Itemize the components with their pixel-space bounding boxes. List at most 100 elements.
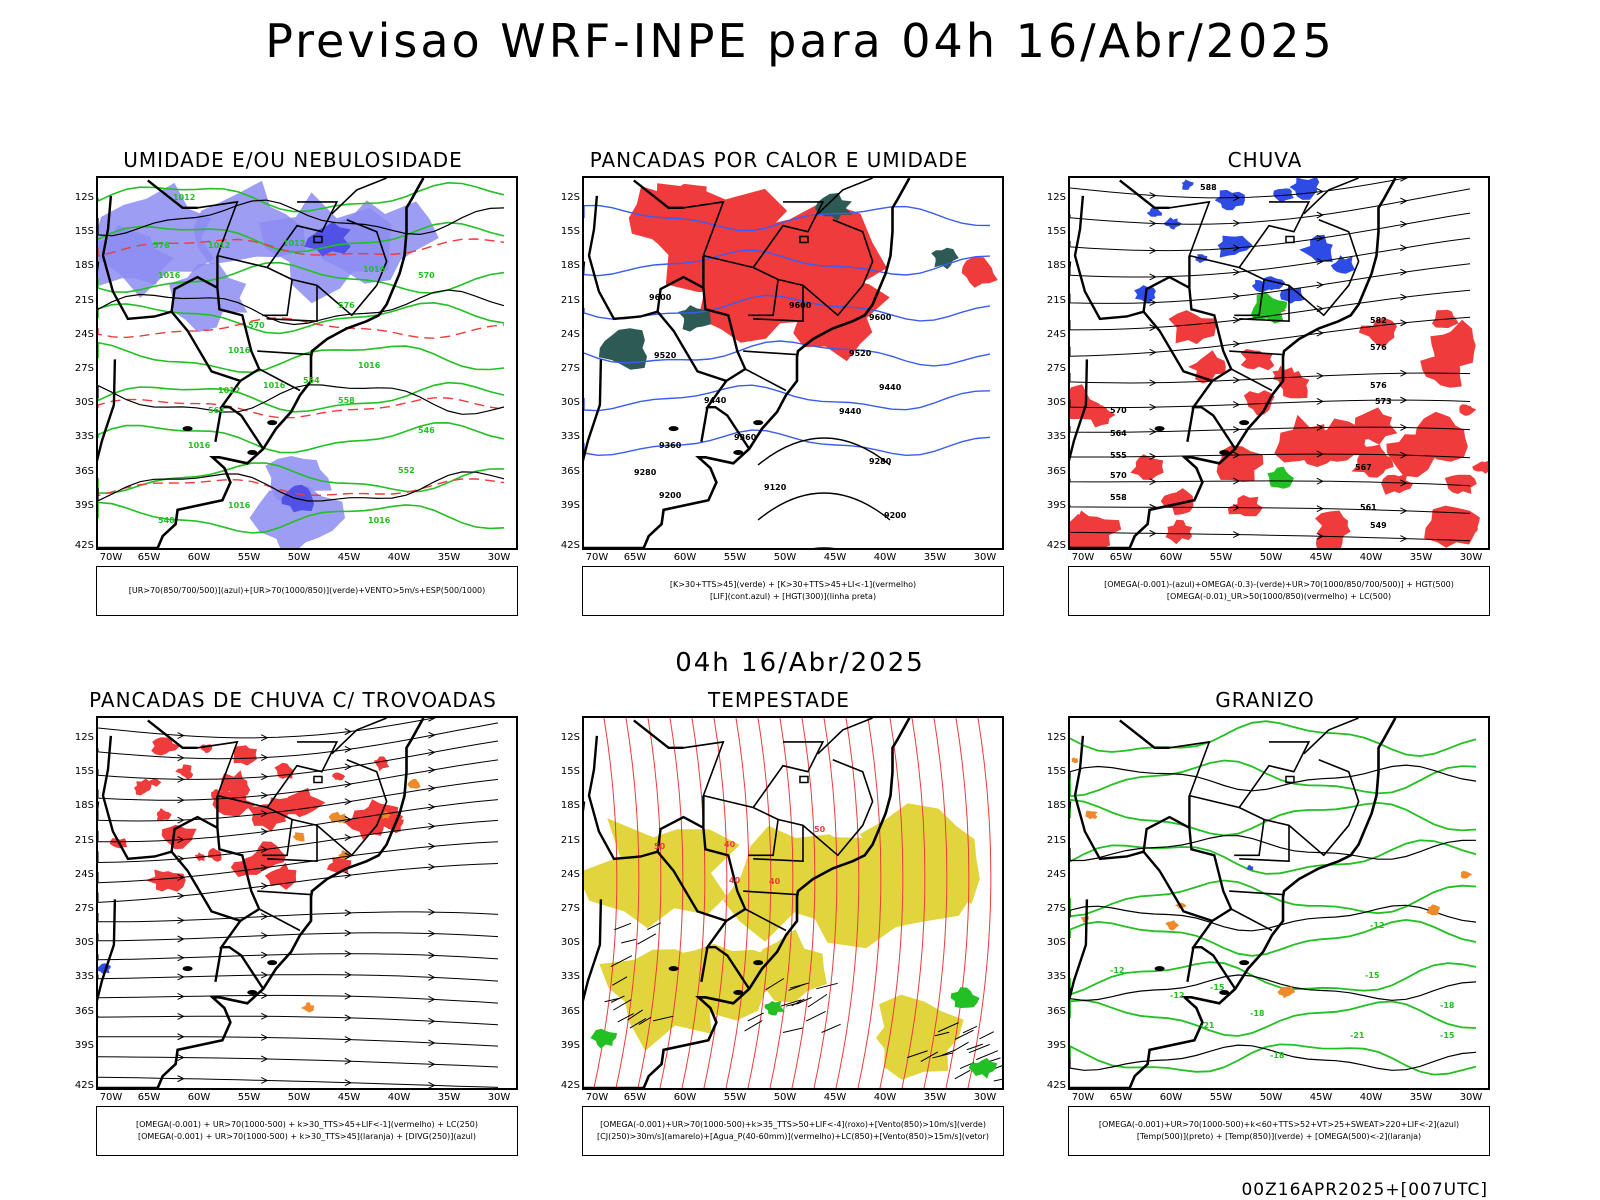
country-border [1073, 735, 1190, 861]
lat-tick-label: 15S [74, 766, 94, 778]
thunder-area [151, 737, 180, 756]
lif-contour [584, 249, 991, 277]
pressure-contour [98, 199, 505, 237]
lat-tick-label: 30S [560, 937, 580, 949]
lon-tick-label: 45W [1309, 552, 1333, 563]
temp500-contour [1070, 904, 1477, 932]
lon-tick-label: 70W [99, 1092, 123, 1103]
precipitable-water-contour [747, 718, 772, 1088]
lat-tick-label: 18S [560, 800, 580, 812]
lon-tick-label: 30W [1459, 552, 1483, 563]
wind-vector [614, 922, 632, 931]
geopotential-contour [1070, 212, 1471, 252]
omega-area [1299, 234, 1333, 262]
state-border [744, 908, 787, 932]
contour-label: 555 [1110, 451, 1127, 460]
lat-tick-label: 15S [560, 766, 580, 778]
precipitable-water-contour [901, 718, 926, 1088]
lake-marker [733, 990, 744, 996]
lon-tick-label: 50W [287, 552, 311, 563]
humidity-core [304, 221, 351, 257]
lake-marker [267, 420, 278, 426]
thunder-area [264, 796, 301, 819]
lon-tick-label: 30W [1459, 1092, 1483, 1103]
state-border [197, 200, 239, 256]
streamline-arrow [1400, 479, 1408, 487]
state-border [331, 718, 387, 755]
lon-tick-label: 30W [487, 1092, 511, 1103]
lat-tick-label: 21S [560, 834, 580, 846]
streamline-arrow [428, 748, 436, 756]
streamline-arrow [1149, 247, 1157, 255]
lat-tick-label: 24S [560, 868, 580, 880]
geopotential-contour [1070, 237, 1471, 278]
streamline-arrow [344, 950, 352, 958]
contour-label: 9200 [659, 491, 682, 500]
lake-marker [1154, 966, 1165, 972]
lat-tick-label: 18S [74, 800, 94, 812]
contour-label: 1016 [358, 361, 381, 370]
streamline-arrow [1316, 450, 1324, 458]
country-border [1070, 899, 1089, 1002]
lon-tick-label: 35W [1409, 1092, 1433, 1103]
lat-tick-label: 39S [1046, 1039, 1066, 1051]
wind-speed-area [764, 1001, 785, 1016]
state-border [753, 825, 804, 863]
lat-tick-label: 30S [560, 397, 580, 409]
country-border [656, 310, 727, 383]
lake-marker [182, 966, 193, 972]
wind-vector [637, 933, 657, 945]
footer-run-label: 00Z16APR2025+[007UTC] [1241, 1180, 1488, 1200]
legend-line: [OMEGA(-0.001)+UR>70(1000-500)+k>35_TTS>… [600, 1120, 986, 1129]
forecast-map: 50 40 40 40 50 [582, 716, 1004, 1090]
temp850-contour [1070, 999, 1477, 1037]
streamline-arrow [177, 775, 185, 783]
streamline-arrow [1232, 401, 1241, 409]
streamline-arrow [1232, 244, 1241, 252]
state-border [331, 178, 387, 215]
lake-marker [1154, 426, 1165, 432]
contour-label: 570 [418, 271, 435, 280]
contour-label: -15 [1440, 1031, 1455, 1040]
streamline-arrow [1232, 451, 1241, 459]
omega-area [1163, 217, 1182, 230]
coastline [98, 718, 425, 1088]
lon-tick-label: 40W [387, 1092, 411, 1103]
contour-label: 9520 [654, 351, 677, 360]
thunder-area [355, 799, 399, 830]
streamline-arrow [260, 882, 269, 890]
convection-area [328, 811, 343, 823]
streamline-arrow [344, 1057, 352, 1065]
state-border [1303, 178, 1359, 215]
state-border [266, 201, 339, 268]
wind-speed-area [590, 1028, 618, 1049]
country-border [702, 827, 751, 990]
legend-line: [OMEGA(-0.001) + UR>70(1000-500) + k>30_… [137, 1132, 477, 1141]
streamline-arrow [177, 796, 185, 804]
geopotential-contour [1070, 478, 1471, 487]
jet-streamline [98, 1036, 499, 1047]
lon-tick-label: 45W [823, 552, 847, 563]
wind-vector [968, 1043, 990, 1054]
contour-label: 1016 [228, 501, 251, 510]
streamline-arrow [1316, 397, 1324, 405]
temp850-contour [1070, 720, 1477, 758]
lat-tick-label: 27S [560, 903, 580, 914]
contour-label: 576 [1370, 343, 1387, 352]
lake-marker [247, 990, 258, 996]
instability-core [931, 247, 959, 270]
state-border [1230, 368, 1273, 392]
country-border [170, 310, 241, 383]
thickness-contour [98, 238, 505, 257]
streamline-arrow [428, 822, 436, 830]
lake-marker [1219, 450, 1230, 456]
contour-label: 1016 [228, 346, 251, 355]
streamline-arrow [1316, 188, 1324, 196]
state-border [1189, 794, 1265, 857]
lat-tick-label: 39S [74, 499, 94, 511]
precipitable-water-contour [813, 718, 838, 1088]
streamline-arrow [177, 993, 185, 1000]
state-border [1263, 219, 1360, 317]
streamline-arrow [1232, 340, 1241, 348]
panel-legend: [OMEGA(-0.001)+UR>70(1000-500)+k<60+TTS>… [1068, 1106, 1490, 1156]
